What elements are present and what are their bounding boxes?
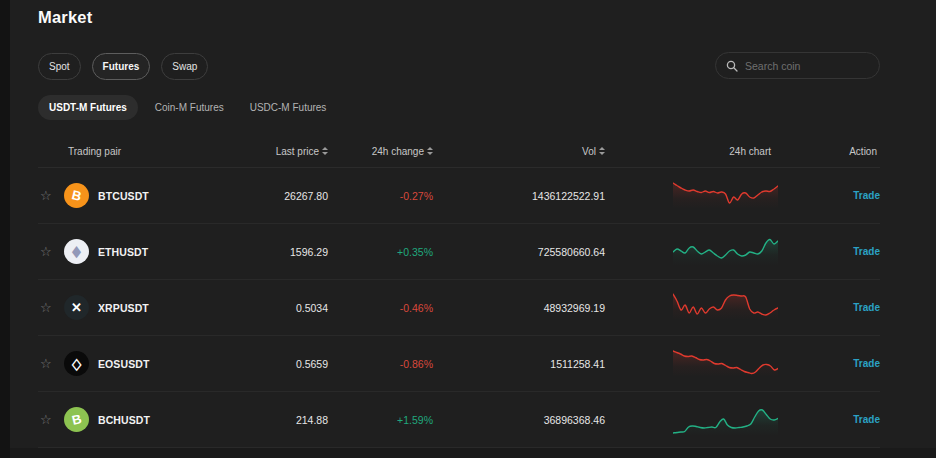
- favorite-star-icon[interactable]: ☆: [38, 188, 52, 203]
- last-price: 26267.80: [240, 190, 328, 202]
- volume-24h: 1436122522.91: [433, 190, 605, 202]
- sparkline-chart: [605, 400, 778, 440]
- coin-icon: ◆: [64, 239, 89, 264]
- trade-link[interactable]: Trade: [853, 246, 880, 257]
- change-24h: -0.86%: [328, 358, 433, 370]
- change-24h: +0.35%: [328, 246, 433, 258]
- search-placeholder: Search coin: [745, 60, 800, 72]
- favorite-star-icon[interactable]: ☆: [38, 356, 52, 371]
- tab-swap[interactable]: Swap: [161, 53, 208, 80]
- trading-pair-symbol: BTCUSDT: [98, 190, 149, 202]
- trading-pair-symbol: ETHUSDT: [98, 246, 148, 258]
- header-trading-pair[interactable]: Trading pair: [64, 146, 240, 157]
- table-row[interactable]: ☆ ✕ XRPUSDT 0.5034 -0.46% 48932969.19 Tr…: [38, 280, 880, 336]
- change-24h: -0.46%: [328, 302, 433, 314]
- trading-pair-symbol: XRPUSDT: [98, 302, 149, 314]
- volume-24h: 1511258.41: [433, 358, 605, 370]
- subtab-coinm[interactable]: Coin-M Futures: [142, 95, 237, 120]
- volume-24h: 48932969.19: [433, 302, 605, 314]
- search-box[interactable]: Search coin: [715, 52, 880, 79]
- sparkline-chart: [605, 344, 778, 384]
- change-24h: +1.59%: [328, 414, 433, 426]
- sparkline-chart: [605, 176, 778, 216]
- trading-pair-symbol: EOSUSDT: [98, 358, 149, 370]
- market-page: Market Spot Futures Swap Search coin USD…: [10, 0, 936, 458]
- left-edge-strip: [0, 0, 10, 458]
- change-24h: -0.27%: [328, 190, 433, 202]
- page-title: Market: [38, 8, 92, 27]
- trade-link[interactable]: Trade: [853, 190, 880, 201]
- table-body: ☆ B BTCUSDT 26267.80 -0.27% 1436122522.9…: [38, 168, 880, 448]
- search-icon: [726, 60, 738, 72]
- volume-24h: 36896368.46: [433, 414, 605, 426]
- table-row[interactable]: ☆ B BCHUSDT 214.88 +1.59% 36896368.46 Tr…: [38, 392, 880, 448]
- coin-icon: B: [64, 183, 89, 208]
- coin-icon: B: [64, 407, 89, 432]
- last-price: 0.5034: [240, 302, 328, 314]
- tab-futures[interactable]: Futures: [92, 53, 151, 80]
- trade-link[interactable]: Trade: [853, 414, 880, 425]
- tab-spot[interactable]: Spot: [38, 53, 81, 80]
- coin-icon: ✕: [64, 295, 89, 320]
- table-header: Trading pair Last price 24h change Vol 2…: [38, 135, 880, 168]
- header-vol[interactable]: Vol: [433, 146, 605, 157]
- futures-subtabs: USDT-M Futures Coin-M Futures USDC-M Fut…: [38, 95, 339, 120]
- header-24h-change[interactable]: 24h change: [328, 146, 433, 157]
- table-row[interactable]: ☆ ◇ EOSUSDT 0.5659 -0.86% 1511258.41 Tra…: [38, 336, 880, 392]
- table-row[interactable]: ☆ ◆ ETHUSDT 1596.29 +0.35% 725580660.64 …: [38, 224, 880, 280]
- table-row[interactable]: ☆ B BTCUSDT 26267.80 -0.27% 1436122522.9…: [38, 168, 880, 224]
- volume-24h: 725580660.64: [433, 246, 605, 258]
- sparkline-chart: [605, 288, 778, 328]
- bottom-edge-strip: [10, 448, 936, 458]
- subtab-usdtm[interactable]: USDT-M Futures: [38, 95, 138, 120]
- last-price: 214.88: [240, 414, 328, 426]
- header-24h-chart: 24h chart: [605, 146, 778, 157]
- header-action: Action: [778, 146, 880, 157]
- header-last-price[interactable]: Last price: [240, 146, 328, 157]
- subtab-usdcm[interactable]: USDC-M Futures: [237, 95, 340, 120]
- trade-link[interactable]: Trade: [853, 358, 880, 369]
- favorite-star-icon[interactable]: ☆: [38, 300, 52, 315]
- market-table: Trading pair Last price 24h change Vol 2…: [38, 135, 880, 448]
- market-type-tabs: Spot Futures Swap: [38, 53, 208, 80]
- favorite-star-icon[interactable]: ☆: [38, 412, 52, 427]
- coin-icon: ◇: [64, 351, 89, 376]
- last-price: 0.5659: [240, 358, 328, 370]
- last-price: 1596.29: [240, 246, 328, 258]
- sparkline-chart: [605, 232, 778, 272]
- trade-link[interactable]: Trade: [853, 302, 880, 313]
- favorite-star-icon[interactable]: ☆: [38, 244, 52, 259]
- trading-pair-symbol: BCHUSDT: [98, 414, 150, 426]
